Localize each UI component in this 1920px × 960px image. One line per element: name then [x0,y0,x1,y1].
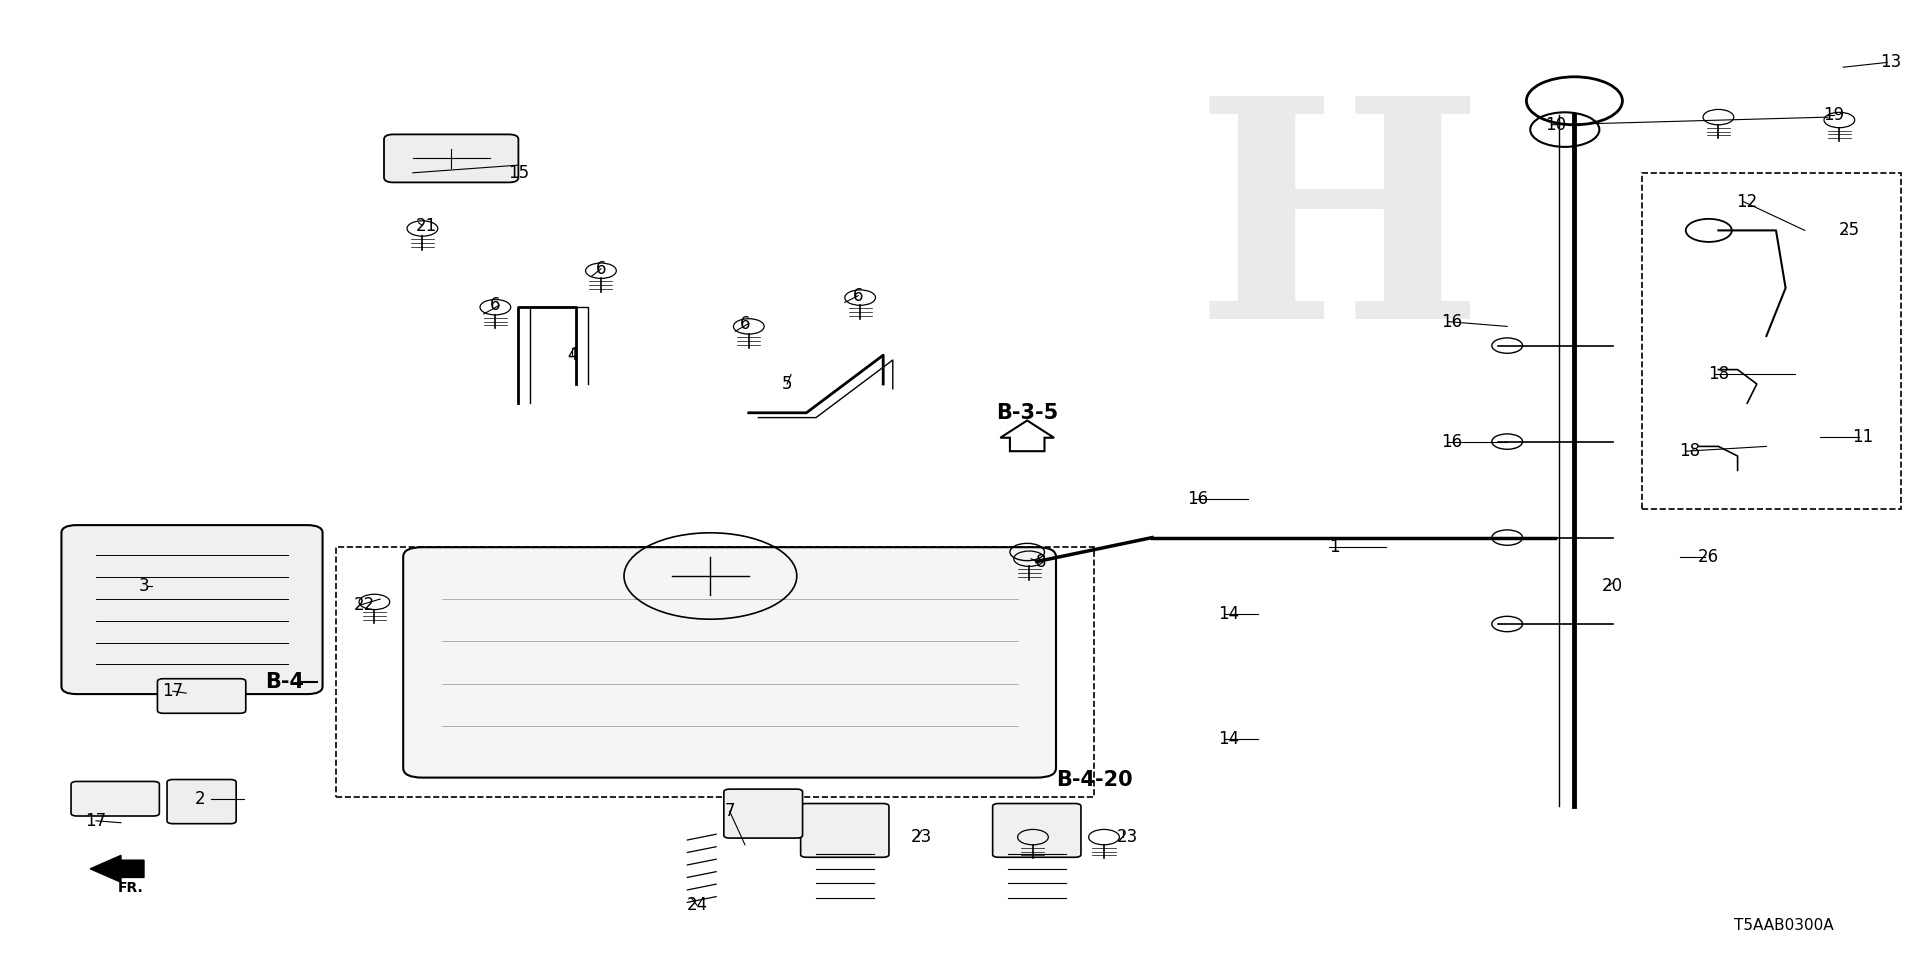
FancyBboxPatch shape [157,679,246,713]
Text: 3: 3 [138,577,150,594]
Text: 11: 11 [1851,428,1874,445]
Text: 7: 7 [724,803,735,820]
Text: 8: 8 [1035,553,1046,570]
Text: 20: 20 [1601,577,1624,594]
FancyBboxPatch shape [403,547,1056,778]
Text: 17: 17 [84,812,108,829]
FancyBboxPatch shape [384,134,518,182]
Text: 18: 18 [1678,443,1701,460]
Text: 6: 6 [490,297,501,314]
FancyBboxPatch shape [801,804,889,857]
FancyArrow shape [1000,420,1054,451]
Text: 12: 12 [1736,193,1759,210]
FancyBboxPatch shape [993,804,1081,857]
Text: T5AAB0300A: T5AAB0300A [1734,918,1834,933]
FancyArrow shape [90,855,144,882]
Text: 15: 15 [507,164,530,181]
Text: 26: 26 [1697,548,1720,565]
Text: 2: 2 [194,790,205,807]
Text: 14: 14 [1217,731,1240,748]
Text: 16: 16 [1440,433,1463,450]
Text: 6: 6 [739,315,751,332]
Bar [1642,173,1901,509]
Text: 6: 6 [852,287,864,304]
Text: 4: 4 [566,347,578,364]
Text: B-3-5: B-3-5 [996,403,1058,422]
FancyBboxPatch shape [167,780,236,824]
FancyBboxPatch shape [724,789,803,838]
Text: FR.: FR. [117,881,144,895]
Text: 25: 25 [1837,222,1860,239]
Text: H: H [1194,87,1484,383]
Text: 19: 19 [1822,107,1845,124]
Text: 5: 5 [781,375,793,393]
FancyBboxPatch shape [71,781,159,816]
Text: 22: 22 [353,596,376,613]
Text: 1: 1 [1329,539,1340,556]
Text: 6: 6 [595,260,607,277]
Text: 16: 16 [1440,313,1463,330]
Text: 10: 10 [1544,116,1567,133]
Text: B-4-20: B-4-20 [1056,770,1133,789]
Text: 16: 16 [1187,491,1210,508]
Text: 21: 21 [415,217,438,234]
Bar [336,547,1094,797]
FancyBboxPatch shape [61,525,323,694]
Text: 17: 17 [161,683,184,700]
Text: 14: 14 [1217,606,1240,623]
Text: B-4: B-4 [265,672,303,691]
Text: 24: 24 [685,897,708,914]
Text: 18: 18 [1707,366,1730,383]
Text: 23: 23 [910,828,933,846]
Text: 23: 23 [1116,828,1139,846]
Text: 13: 13 [1880,54,1903,71]
